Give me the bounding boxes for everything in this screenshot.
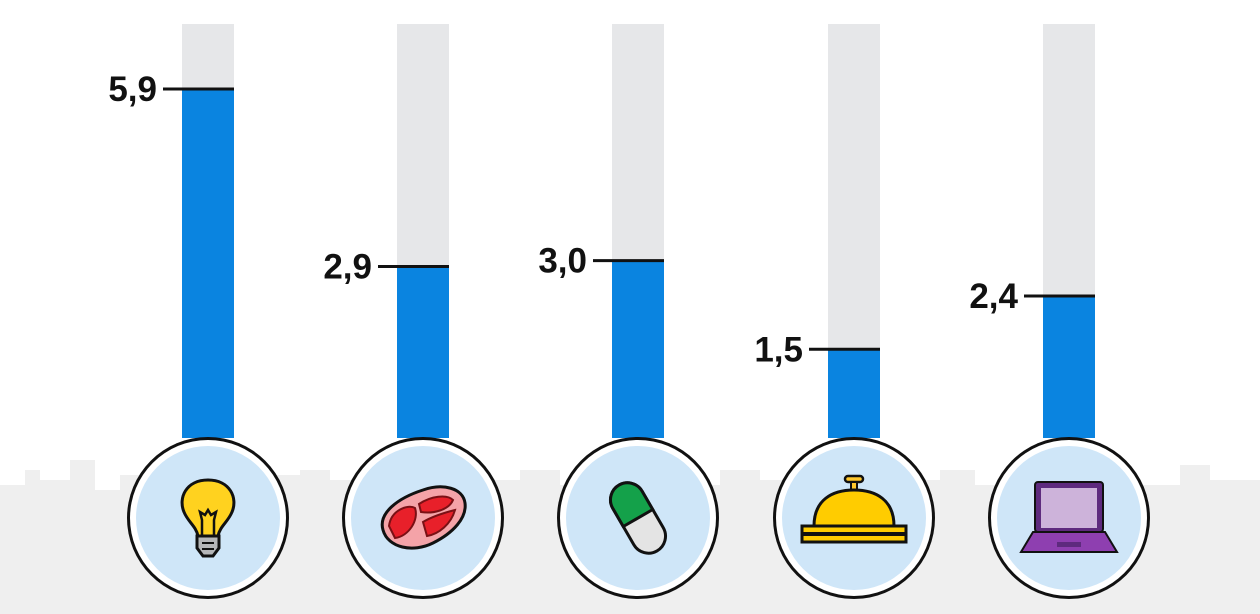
pill-icon bbox=[609, 481, 667, 555]
bar bbox=[182, 89, 234, 439]
icon-badge-service-bell bbox=[773, 437, 935, 599]
data-label: 2,4 bbox=[969, 277, 1018, 316]
bar bbox=[1043, 296, 1095, 438]
bar-group-laptop: 2,4 bbox=[969, 24, 1095, 438]
icon-badge-pill bbox=[557, 437, 719, 599]
data-label: 5,9 bbox=[108, 70, 157, 109]
meat-icon bbox=[380, 485, 467, 550]
bar-group-meat: 2,9 bbox=[323, 24, 449, 438]
service-bell-icon bbox=[800, 474, 908, 544]
bar-group-service-bell: 1,5 bbox=[754, 24, 880, 438]
icon-badge-lightbulb bbox=[127, 437, 289, 599]
bar bbox=[397, 266, 449, 438]
data-label: 3,0 bbox=[538, 242, 587, 281]
data-label: 1,5 bbox=[754, 330, 803, 369]
bar-group-pill: 3,0 bbox=[538, 24, 664, 438]
icon-badge-meat bbox=[342, 437, 504, 599]
bar bbox=[612, 260, 664, 438]
bar bbox=[828, 349, 880, 438]
lightbulb-icon bbox=[180, 478, 236, 558]
data-label: 2,9 bbox=[323, 247, 372, 286]
bar-group-lightbulb: 5,9 bbox=[108, 24, 234, 439]
icon-badge-laptop bbox=[988, 437, 1150, 599]
laptop-icon bbox=[1019, 481, 1119, 553]
